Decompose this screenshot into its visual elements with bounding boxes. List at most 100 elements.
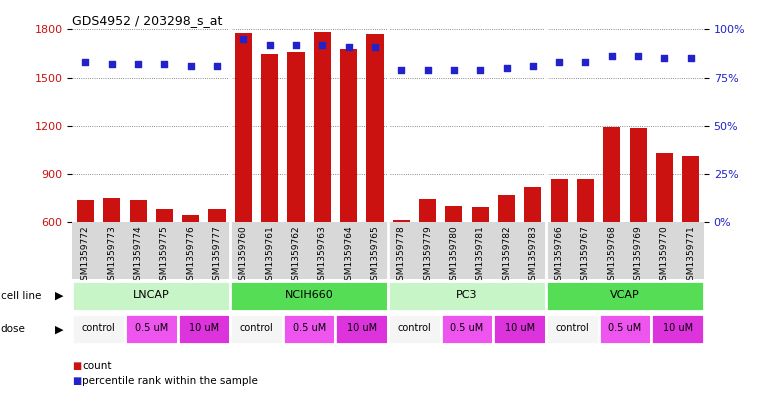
Bar <box>524 187 541 222</box>
Bar <box>419 199 436 222</box>
Text: GSM1359781: GSM1359781 <box>476 225 485 286</box>
Point <box>632 53 645 60</box>
Text: ■: ■ <box>72 362 81 371</box>
Bar <box>388 281 546 311</box>
Bar <box>682 156 699 222</box>
Text: GSM1359778: GSM1359778 <box>396 225 406 286</box>
Point <box>395 67 407 73</box>
Text: 0.5 uM: 0.5 uM <box>135 323 168 334</box>
Text: PC3: PC3 <box>457 290 478 300</box>
Bar <box>577 179 594 222</box>
Text: 10 uM: 10 uM <box>347 323 377 334</box>
Bar <box>546 281 704 311</box>
Text: GSM1359768: GSM1359768 <box>607 225 616 286</box>
Point <box>132 61 144 67</box>
Text: GSM1359767: GSM1359767 <box>581 225 590 286</box>
Text: dose: dose <box>1 324 26 334</box>
Point <box>474 67 486 73</box>
Bar <box>498 195 515 222</box>
Point <box>211 63 223 69</box>
Bar <box>283 314 336 344</box>
Text: VCAP: VCAP <box>610 290 640 300</box>
Bar <box>493 314 546 344</box>
Text: GSM1359780: GSM1359780 <box>450 225 458 286</box>
Bar <box>72 281 231 311</box>
Text: GSM1359761: GSM1359761 <box>265 225 274 286</box>
Text: count: count <box>82 362 112 371</box>
Bar <box>445 206 463 222</box>
Text: GSM1359776: GSM1359776 <box>186 225 196 286</box>
Point <box>317 42 329 48</box>
Point <box>369 44 381 50</box>
Text: ■: ■ <box>72 376 81 386</box>
Bar <box>261 53 279 222</box>
Bar <box>125 314 177 344</box>
Bar <box>177 314 230 344</box>
Bar <box>546 314 599 344</box>
Bar <box>288 52 304 222</box>
Text: 0.5 uM: 0.5 uM <box>608 323 642 334</box>
Text: 10 uM: 10 uM <box>505 323 535 334</box>
Bar <box>156 209 173 222</box>
Bar <box>231 281 388 311</box>
Point <box>185 63 197 69</box>
Point <box>106 61 118 67</box>
Bar <box>336 314 388 344</box>
Bar <box>103 198 120 222</box>
Text: ▶: ▶ <box>55 291 63 301</box>
Text: control: control <box>397 323 431 334</box>
Point <box>685 55 697 61</box>
Point <box>290 42 302 48</box>
Point <box>658 55 670 61</box>
Point <box>527 63 539 69</box>
Text: GSM1359770: GSM1359770 <box>660 225 669 286</box>
Text: GSM1359773: GSM1359773 <box>107 225 116 286</box>
Text: control: control <box>556 323 589 334</box>
Bar <box>231 314 283 344</box>
Text: GSM1359766: GSM1359766 <box>555 225 564 286</box>
Text: 10 uM: 10 uM <box>189 323 219 334</box>
Point <box>263 42 275 48</box>
Bar <box>388 314 441 344</box>
Bar <box>235 33 252 222</box>
Text: 0.5 uM: 0.5 uM <box>451 323 484 334</box>
Text: GSM1359764: GSM1359764 <box>344 225 353 286</box>
Text: GSM1359771: GSM1359771 <box>686 225 696 286</box>
Text: GSM1359779: GSM1359779 <box>423 225 432 286</box>
Text: NCIH660: NCIH660 <box>285 290 333 300</box>
Text: GSM1359775: GSM1359775 <box>160 225 169 286</box>
Point <box>158 61 170 67</box>
Text: percentile rank within the sample: percentile rank within the sample <box>82 376 258 386</box>
Text: GSM1359765: GSM1359765 <box>371 225 380 286</box>
Bar <box>182 215 199 222</box>
Text: GSM1359783: GSM1359783 <box>528 225 537 286</box>
Point <box>342 44 355 50</box>
Bar <box>472 207 489 222</box>
Bar <box>366 34 384 222</box>
Bar <box>209 209 225 222</box>
Text: GSM1359772: GSM1359772 <box>81 225 90 286</box>
Bar <box>393 220 410 222</box>
Point <box>606 53 618 60</box>
Bar <box>651 314 704 344</box>
Bar <box>129 200 147 222</box>
Text: GSM1359763: GSM1359763 <box>318 225 326 286</box>
Text: control: control <box>81 323 116 334</box>
Point <box>579 59 591 65</box>
Text: GDS4952 / 203298_s_at: GDS4952 / 203298_s_at <box>72 14 223 27</box>
Point <box>553 59 565 65</box>
Bar <box>340 49 357 222</box>
Bar <box>603 127 620 222</box>
Text: LNCAP: LNCAP <box>133 290 170 300</box>
Point <box>422 67 434 73</box>
Text: control: control <box>240 323 273 334</box>
Text: GSM1359777: GSM1359777 <box>212 225 221 286</box>
Point <box>501 65 513 71</box>
Text: GSM1359769: GSM1359769 <box>634 225 642 286</box>
Text: ▶: ▶ <box>55 324 63 334</box>
Text: 0.5 uM: 0.5 uM <box>292 323 326 334</box>
Text: cell line: cell line <box>1 291 41 301</box>
Point <box>79 59 91 65</box>
Bar <box>629 128 647 222</box>
Bar <box>441 314 493 344</box>
